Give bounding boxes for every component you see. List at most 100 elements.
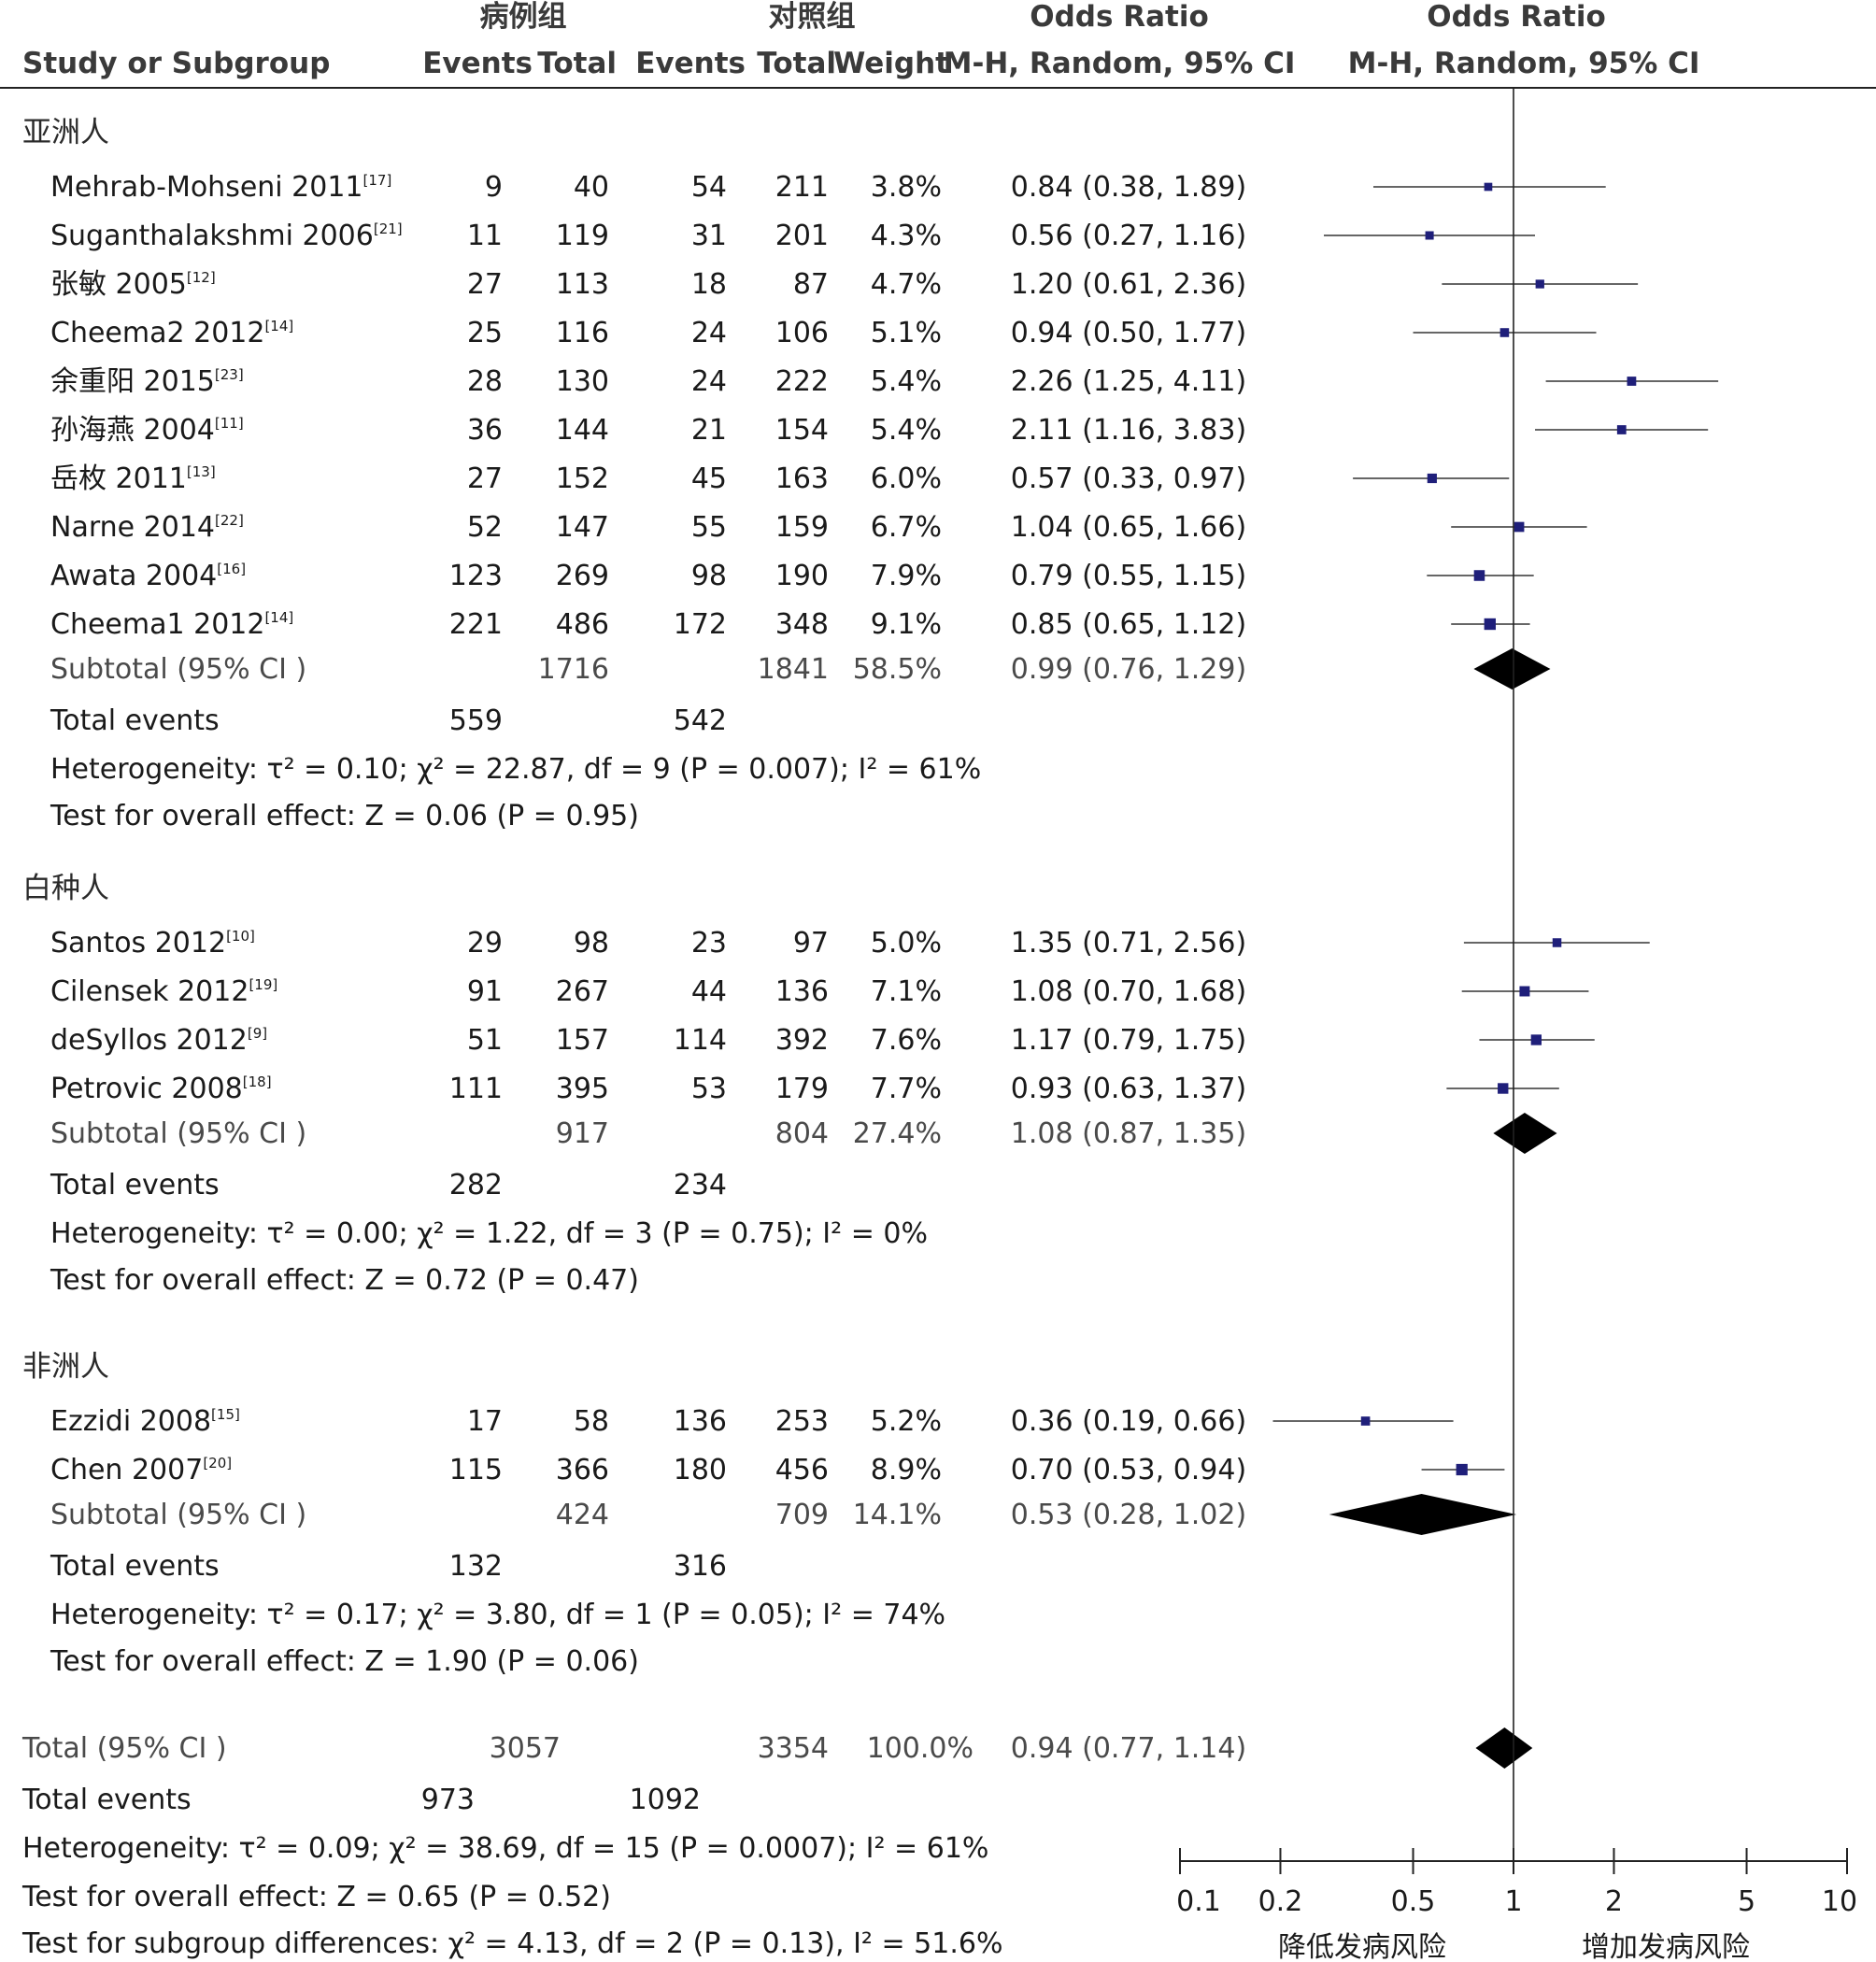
case-events: 29 (467, 927, 503, 960)
subtotal-control-total: 804 (775, 1117, 829, 1150)
case-total: 152 (556, 462, 609, 495)
study-name: Chen 2007[20] (50, 1454, 232, 1486)
group-title: 非洲人 (22, 1350, 109, 1384)
study-or: 0.84 (0.38, 1.89) (1011, 171, 1246, 204)
subtotal-control-total: 1841 (758, 653, 829, 686)
study-name: Ezzidi 2008[15] (50, 1405, 240, 1438)
study-1-0-point (1552, 938, 1562, 947)
study-or: 1.04 (0.65, 1.66) (1011, 511, 1246, 544)
plot-title-header: Odds Ratio (1427, 0, 1606, 34)
study-name: 孙海燕 2004[11] (50, 414, 244, 447)
case-total: 40 (574, 171, 609, 204)
x-tick-label: 5 (1738, 1885, 1755, 1918)
control-total: 348 (775, 608, 829, 641)
group-title: 亚洲人 (22, 116, 109, 149)
case-events: 27 (467, 462, 503, 495)
study-name: deSyllos 2012[9] (50, 1024, 267, 1057)
subtotal-or: 1.08 (0.87, 1.35) (1011, 1117, 1246, 1150)
case-total: 130 (556, 365, 609, 398)
study-or: 0.93 (0.63, 1.37) (1011, 1073, 1246, 1105)
study-name: Mehrab-Mohseni 2011[17] (50, 171, 391, 204)
overall-effect-text: Test for overall effect: Z = 0.06 (P = 0… (50, 800, 639, 832)
favours-right-label: 增加发病风险 (1582, 1931, 1750, 1962)
study-or: 1.08 (0.70, 1.68) (1011, 975, 1246, 1008)
subtotal-case-total: 424 (556, 1499, 609, 1531)
study-name: Cheema2 2012[14] (50, 317, 293, 349)
case-group-header: 病例组 (480, 0, 567, 34)
study-0-6-point (1427, 473, 1437, 484)
overall-total-label: Total (95% CI ) (21, 1732, 227, 1765)
study-weight: 5.4% (871, 365, 942, 398)
subtotal-diamond-1 (1493, 1113, 1557, 1154)
study-name: Cilensek 2012[19] (50, 975, 277, 1008)
total-events-control: 542 (674, 704, 727, 737)
case-events: 111 (449, 1073, 503, 1105)
overall-events-control: 1092 (630, 1784, 701, 1816)
control-events: 172 (674, 608, 727, 641)
control-events: 23 (691, 927, 727, 960)
study-1-3-point (1498, 1083, 1509, 1094)
x-tick-label: 2 (1605, 1885, 1623, 1918)
study-0-1-point (1425, 231, 1434, 240)
overall-effect-text: Test for overall effect: Z = 1.90 (P = 0… (50, 1645, 639, 1678)
total-events-label: Total events (50, 1169, 220, 1201)
study-name: Narne 2014[22] (50, 511, 244, 544)
control-events: 45 (691, 462, 727, 495)
control-events: 55 (691, 511, 727, 544)
study-1-2-point (1530, 1034, 1542, 1045)
study-or: 0.85 (0.65, 1.12) (1011, 608, 1246, 641)
control-total: 253 (775, 1405, 829, 1438)
case-total: 58 (574, 1405, 609, 1438)
control-total: 179 (775, 1073, 829, 1105)
x-tick-label: 0.2 (1258, 1885, 1303, 1918)
study-name: Suganthalakshmi 2006[21] (50, 220, 403, 252)
case-events: 17 (467, 1405, 503, 1438)
control-total: 97 (793, 927, 829, 960)
study-0-0-point (1484, 182, 1493, 192)
overall-diamond (1475, 1727, 1533, 1769)
study-weight: 4.3% (871, 220, 942, 252)
heterogeneity-text: Heterogeneity: τ² = 0.00; χ² = 1.22, df … (50, 1217, 928, 1250)
group-title: 白种人 (22, 872, 109, 905)
subgroup-differences-text: Test for subgroup differences: χ² = 4.13… (21, 1927, 1002, 1960)
study-weight: 7.9% (871, 560, 942, 592)
subtotal-weight: 27.4% (853, 1117, 942, 1150)
overall-effect-test-text: Test for overall effect: Z = 0.65 (P = 0… (21, 1881, 611, 1913)
control-events-header: Events (635, 47, 746, 80)
control-events: 180 (674, 1454, 727, 1486)
or-method-header: M-H, Random, 95% CI (944, 47, 1296, 80)
case-total-header: Total (537, 47, 617, 80)
control-total: 87 (793, 268, 829, 301)
total-events-control: 234 (674, 1169, 727, 1201)
study-0-5-point (1616, 425, 1627, 434)
heterogeneity-text: Heterogeneity: τ² = 0.17; χ² = 3.80, df … (50, 1599, 945, 1631)
overall-effect-text: Test for overall effect: Z = 0.72 (P = 0… (50, 1264, 639, 1297)
case-total: 267 (556, 975, 609, 1008)
subtotal-diamond-0 (1473, 648, 1551, 690)
study-2-1-point (1456, 1463, 1468, 1476)
x-tick-label: 0.5 (1391, 1885, 1436, 1918)
control-events: 24 (691, 317, 727, 349)
subtotal-case-total: 917 (556, 1117, 609, 1150)
case-total: 269 (556, 560, 609, 592)
study-weight: 6.0% (871, 462, 942, 495)
case-events: 9 (485, 171, 503, 204)
study-2-0-point (1360, 1416, 1371, 1426)
control-total: 201 (775, 220, 829, 252)
subtotal-control-total: 709 (775, 1499, 829, 1531)
total-events-label: Total events (50, 704, 220, 737)
control-total: 456 (775, 1454, 829, 1486)
study-0-9-point (1484, 618, 1496, 631)
overall-events-label: Total events (21, 1784, 192, 1816)
case-events: 51 (467, 1024, 503, 1057)
study-or: 1.17 (0.79, 1.75) (1011, 1024, 1246, 1057)
study-weight: 5.1% (871, 317, 942, 349)
overall-case-total: 3057 (490, 1732, 561, 1765)
study-weight: 6.7% (871, 511, 942, 544)
total-events-control: 316 (674, 1550, 727, 1583)
case-events: 91 (467, 975, 503, 1008)
study-weight: 3.8% (871, 171, 942, 204)
case-total: 144 (556, 414, 609, 447)
study-or: 0.36 (0.19, 0.66) (1011, 1405, 1246, 1438)
overall-events-case: 973 (421, 1784, 475, 1816)
